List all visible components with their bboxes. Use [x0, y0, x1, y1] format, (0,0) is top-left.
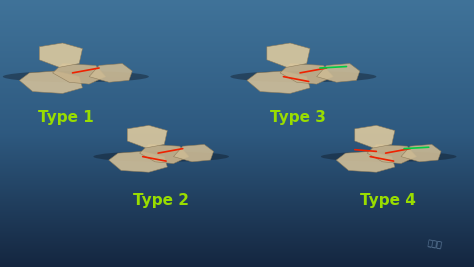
Polygon shape: [53, 64, 106, 84]
Polygon shape: [280, 64, 333, 84]
Polygon shape: [267, 43, 310, 67]
Polygon shape: [247, 71, 310, 93]
Text: Type 3: Type 3: [270, 110, 326, 125]
Polygon shape: [39, 43, 82, 67]
Polygon shape: [173, 144, 213, 162]
Ellipse shape: [230, 71, 376, 82]
Ellipse shape: [93, 151, 229, 162]
Ellipse shape: [321, 151, 456, 162]
Polygon shape: [109, 151, 167, 172]
Polygon shape: [317, 64, 360, 82]
Polygon shape: [401, 144, 441, 162]
Text: طلد: طلد: [427, 239, 443, 250]
Polygon shape: [355, 125, 395, 148]
Ellipse shape: [3, 71, 149, 82]
Polygon shape: [89, 64, 132, 82]
Polygon shape: [140, 144, 189, 163]
Polygon shape: [19, 71, 82, 93]
Text: Type 4: Type 4: [360, 193, 416, 208]
Text: Type 1: Type 1: [38, 110, 94, 125]
Polygon shape: [367, 144, 416, 163]
Polygon shape: [336, 151, 395, 172]
Polygon shape: [127, 125, 167, 148]
Text: Type 2: Type 2: [133, 193, 189, 208]
